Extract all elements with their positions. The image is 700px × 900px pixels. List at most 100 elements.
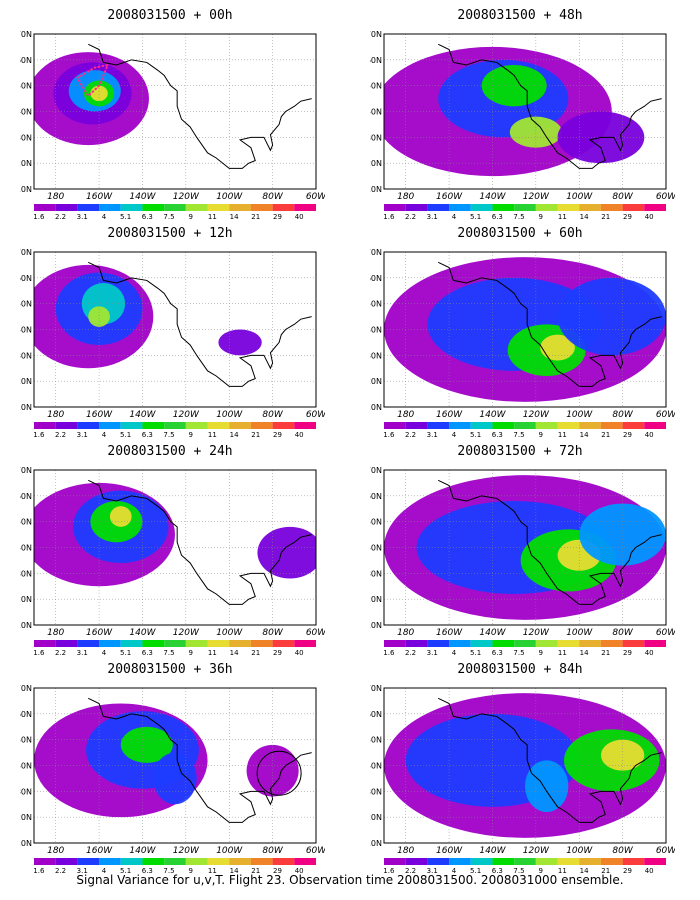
variance-contour <box>540 334 575 361</box>
x-tick-label: 140W <box>129 628 156 638</box>
colorbar-swatch <box>34 640 56 647</box>
colorbar-label: 2.2 <box>405 213 416 221</box>
y-tick-label: 30N <box>20 569 32 578</box>
colorbar-swatch <box>272 858 295 865</box>
x-tick-label: 120W <box>523 192 550 202</box>
x-tick-label: 140W <box>129 192 156 202</box>
y-tick-label: 50N <box>20 736 32 745</box>
x-tick-label: 60W <box>306 846 325 856</box>
colorbar-label: 4 <box>452 649 457 657</box>
variance-contour <box>88 306 110 327</box>
colorbar-label: 2.2 <box>405 649 416 657</box>
x-tick-label: 80W <box>262 846 283 856</box>
colorbar-swatch <box>557 858 580 865</box>
colorbar-swatch <box>142 422 165 429</box>
variance-contour <box>557 277 666 356</box>
colorbar-label: 11 <box>558 649 567 657</box>
y-tick-label: 50N <box>370 736 382 745</box>
y-tick-label: 40N <box>20 108 32 117</box>
colorbar-swatch <box>557 422 580 429</box>
y-tick-label: 10N <box>370 621 382 630</box>
colorbar-label: 7.5 <box>163 649 174 657</box>
coastline <box>88 479 312 605</box>
x-tick-label: 120W <box>173 410 200 420</box>
colorbar-label: 6.3 <box>492 213 503 221</box>
map-plot: 10N 20N 30N 40N 50N 60N 70N 180 160W 140W 120W 100W… <box>20 466 325 657</box>
y-tick-label: 40N <box>370 762 382 771</box>
colorbar-swatch <box>622 422 645 429</box>
variance-contour <box>90 85 108 102</box>
colorbar-swatch <box>622 204 645 211</box>
y-tick-label: 10N <box>370 403 382 412</box>
variance-contour <box>257 526 316 579</box>
figure-caption: Signal Variance for u,v,T. Flight 23. Ob… <box>76 873 624 887</box>
colorbar-label: 1.6 <box>383 431 395 439</box>
colorbar-label: 2.2 <box>55 867 66 875</box>
colorbar-swatch <box>470 640 493 647</box>
colorbar-swatch <box>557 640 580 647</box>
colorbar-swatch <box>229 422 251 429</box>
variance-contour <box>481 65 547 107</box>
flight-track <box>76 63 110 98</box>
colorbar-swatch <box>384 640 406 647</box>
y-tick-label: 30N <box>20 787 32 796</box>
colorbar-swatch <box>142 640 165 647</box>
panel-p12: 2008031500 + 12h 10N 20N 30N 40N 50N 60N 70N 180… <box>20 226 325 439</box>
colorbar-swatch <box>142 204 165 211</box>
coastline <box>438 43 662 169</box>
colorbar-swatch <box>185 640 208 647</box>
colorbar-swatch <box>535 640 558 647</box>
colorbar-label: 5.1 <box>120 867 131 875</box>
panel-title: 2008031500 + 36h <box>107 662 233 677</box>
y-tick-label: 50N <box>370 82 382 91</box>
colorbar-label: 7.5 <box>513 431 524 439</box>
y-tick-label: 10N <box>20 185 32 194</box>
coastline <box>88 697 312 823</box>
colorbar-label: 4 <box>452 431 457 439</box>
x-tick-label: 100W <box>216 410 243 420</box>
y-tick-label: 60N <box>20 274 32 283</box>
colorbar-label: 29 <box>273 649 282 657</box>
panel-title: 2008031500 + 12h <box>107 226 233 241</box>
colorbar-swatch <box>99 640 121 647</box>
x-tick-label: 80W <box>612 846 633 856</box>
y-tick-label: 20N <box>370 159 382 168</box>
x-tick-label: 140W <box>129 410 156 420</box>
colorbar-label: 6.3 <box>492 649 503 657</box>
y-tick-label: 70N <box>370 30 382 39</box>
x-tick-label: 80W <box>262 192 283 202</box>
x-tick-label: 60W <box>656 410 675 420</box>
map-plot: 10N 20N 30N 40N 50N 60N 70N 180 160W 140W 120W 100W… <box>370 466 675 657</box>
x-tick-label: 140W <box>129 846 156 856</box>
colorbar-label: 2.2 <box>405 867 416 875</box>
x-tick-label: 80W <box>612 628 633 638</box>
y-tick-label: 20N <box>20 159 32 168</box>
panel-p72: 2008031500 + 72h 10N 20N 30N 40N 50N 60N 70N 180… <box>370 444 675 657</box>
colorbar-swatch <box>164 640 186 647</box>
colorbar-swatch <box>229 858 251 865</box>
colorbar-swatch <box>600 422 623 429</box>
colorbar-swatch <box>427 640 450 647</box>
colorbar-swatch <box>600 204 623 211</box>
panel-p60: 2008031500 + 60h 10N 20N 30N 40N 50N 60N 70N 180… <box>370 226 675 439</box>
variance-contour <box>525 760 569 812</box>
x-tick-label: 160W <box>86 410 113 420</box>
x-tick-label: 100W <box>566 846 593 856</box>
colorbar-label: 40 <box>295 213 304 221</box>
x-tick-label: 180 <box>47 628 64 638</box>
colorbar-swatch <box>34 204 56 211</box>
colorbar-swatch <box>449 204 471 211</box>
y-tick-label: 60N <box>370 56 382 65</box>
colorbar-label: 29 <box>623 867 632 875</box>
y-tick-label: 20N <box>370 377 382 386</box>
colorbar-label: 1.6 <box>33 867 45 875</box>
map-plot: 10N 20N 30N 40N 50N 60N 70N 180 160W 140W 120W 100W… <box>20 248 325 439</box>
colorbar-label: 40 <box>295 867 304 875</box>
colorbar-swatch <box>470 858 493 865</box>
colorbar-label: 11 <box>208 649 217 657</box>
x-tick-label: 180 <box>397 192 414 202</box>
x-tick-label: 120W <box>523 410 550 420</box>
colorbar-label: 9 <box>188 431 192 439</box>
x-tick-label: 100W <box>566 628 593 638</box>
colorbar-swatch <box>120 204 143 211</box>
